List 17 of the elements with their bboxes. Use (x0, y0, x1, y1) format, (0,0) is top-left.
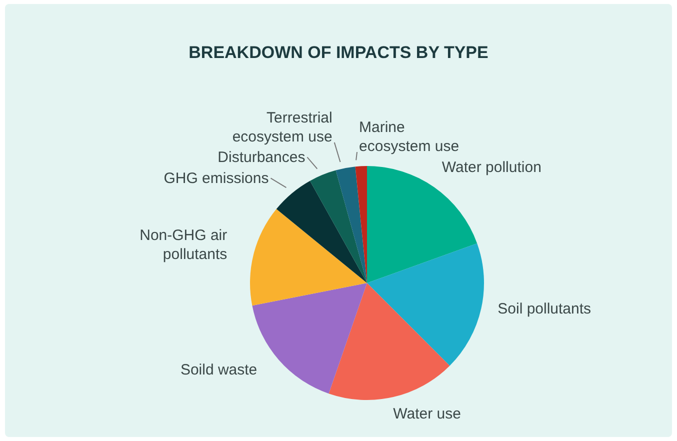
slice-label: Terrestrial ecosystem use (232, 109, 332, 146)
pie-slice (310, 170, 367, 283)
slice-label: Water pollution (442, 158, 542, 176)
pie-slice (276, 180, 367, 283)
slice-label: Disturbances (218, 149, 306, 166)
pie-slice (336, 166, 367, 283)
pie-slice (328, 283, 450, 400)
slice-label: Water use (393, 405, 461, 422)
pie-slice (250, 208, 367, 306)
slice-label: Soild waste (180, 361, 258, 378)
pie-slice (355, 166, 367, 283)
slice-label: Non-GHG air pollutants (140, 226, 228, 263)
slice-label: GHG emissions (164, 170, 269, 188)
chart-title: BREAKDOWN OF IMPACTS BY TYPE (188, 43, 488, 62)
pie-slice (367, 243, 484, 366)
slice-label: Soil pollutants (498, 300, 592, 318)
slice-label: Marine ecosystem use (359, 119, 460, 156)
